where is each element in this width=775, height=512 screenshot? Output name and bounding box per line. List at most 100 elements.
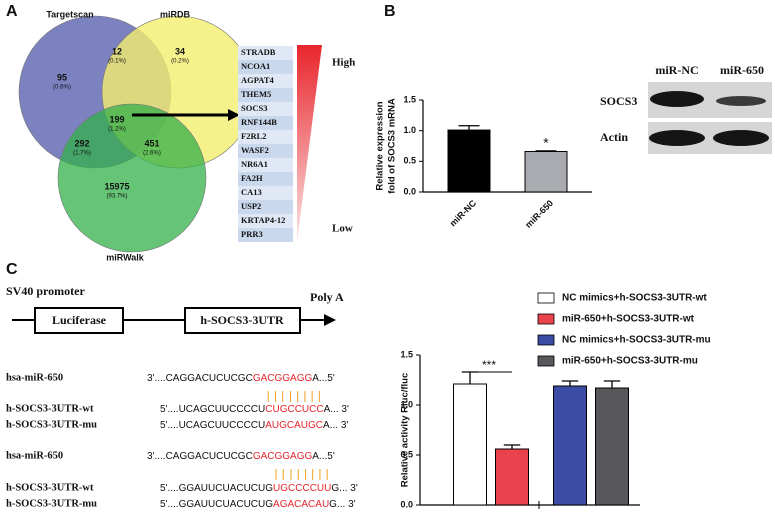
blot-band — [713, 130, 769, 146]
legend-swatch — [537, 313, 555, 325]
sequence-part: 5'....UCAGCUUCCCCU — [160, 420, 265, 431]
sequence-match: UGCCCCUU — [273, 483, 331, 494]
sequence-part: G... 3' — [331, 483, 357, 494]
tail-label: Poly A — [310, 290, 344, 304]
sequence-part: 3'....CAGGACUCUCGC — [147, 373, 253, 384]
gene-row — [238, 74, 293, 88]
gene-name: F2RL2 — [241, 131, 267, 141]
gene-row — [238, 158, 293, 172]
y-tick-label: 0.0 — [400, 499, 413, 509]
y-tick-label: 1.0 — [403, 125, 416, 135]
y-tick-label: 1.5 — [400, 349, 413, 359]
region-count: 15975 — [104, 181, 129, 191]
gene-row — [238, 200, 293, 214]
sequence-part: A...5' — [312, 451, 335, 462]
gene-box — [34, 307, 124, 334]
lane-label: miR-650 — [720, 63, 764, 77]
gene-name: AGPAT4 — [241, 75, 274, 85]
gene-name: FA2H — [241, 173, 263, 183]
sequence-name: hsa-miR-650 — [6, 372, 63, 383]
region-count: 292 — [74, 138, 89, 148]
sequence-name: h-SOCS3-3UTR-mu — [6, 419, 97, 430]
region-count: 12 — [112, 46, 122, 56]
sequence-part: 5'....GGAUUCUACUCUG — [160, 499, 273, 510]
region-count: 199 — [109, 114, 124, 124]
low-label: Low — [332, 223, 353, 235]
sequence: 5'....GGAUUCUACUCUGAGACACAUG... 3' — [160, 499, 356, 510]
significance: *** — [482, 358, 496, 372]
gene-name: USP2 — [241, 201, 261, 211]
gradient-triangle — [297, 45, 322, 242]
gene-name: NCOA1 — [241, 61, 270, 71]
bar — [595, 387, 629, 506]
set-label: Targetscan — [46, 9, 93, 19]
gene-box — [184, 307, 301, 334]
sequence-match: GACGGAGG — [253, 373, 313, 384]
blot-band — [649, 130, 705, 146]
region-percent: (93.7%) — [106, 194, 127, 200]
y-axis-label: Relative expression — [375, 101, 386, 190]
gene-row — [238, 172, 293, 186]
protein-label: SOCS3 — [600, 94, 637, 108]
sequence-part: G... 3' — [329, 499, 355, 510]
bar — [553, 385, 587, 506]
sequence: 5'....GGAUUCUACUCUGUGCCCCUUG... 3' — [160, 483, 358, 494]
bar — [447, 129, 491, 193]
y-axis-label: Relative activity Rluc/fluc — [400, 373, 411, 488]
x-tick-label: miR-NC — [448, 198, 479, 229]
region-percent: (1.2%) — [108, 127, 126, 133]
legend-label: NC mimics+h-SOCS3-3UTR-wt — [562, 293, 707, 304]
gene-name: THEM5 — [241, 89, 271, 99]
y-axis-label: fold of SOCS3 mRNA — [387, 98, 398, 194]
gene-row — [238, 60, 293, 74]
legend-label: NC mimics+h-SOCS3-3UTR-mu — [562, 335, 711, 346]
legend-swatch — [537, 292, 555, 304]
y-tick-label: 0.0 — [403, 186, 416, 196]
blot-band — [716, 96, 766, 106]
gene-row — [238, 214, 293, 228]
gene-name: PRR3 — [241, 229, 263, 239]
gene-name: SOCS3 — [241, 103, 267, 113]
gene-name: RNF144B — [241, 117, 277, 127]
y-tick-label: 0.5 — [403, 156, 416, 166]
sequence-part: 5'....GGAUUCUACUCUG — [160, 483, 273, 494]
promoter-label: SV40 promoter — [6, 284, 85, 298]
sequence-part: A...5' — [312, 373, 335, 384]
sequence: 3'....CAGGACUCUCGCGACGGAGGA...5' — [147, 451, 335, 462]
gene-row — [238, 144, 293, 158]
gene-label: h-SOCS3-3UTR — [200, 313, 284, 327]
sequence: 3'....CAGGACUCUCGCGACGGAGGA...5' — [147, 373, 335, 384]
sequence-part: A... 3' — [323, 420, 348, 431]
sequence-name: h-SOCS3-3UTR-wt — [6, 403, 94, 414]
blot-band — [650, 91, 704, 107]
region-percent: (0.1%) — [108, 59, 126, 65]
y-tick-label: 1.0 — [400, 399, 413, 409]
gene-name: STRADB — [241, 47, 276, 57]
gene-row — [238, 186, 293, 200]
sequence-part: 3'....CAGGACUCUCGC — [147, 451, 253, 462]
annotation: * — [543, 135, 549, 151]
gene-name: CA13 — [241, 187, 262, 197]
region-count: 95 — [57, 72, 67, 82]
gene-row — [238, 116, 293, 130]
gene-name: NR6A1 — [241, 159, 268, 169]
panel-label: C — [6, 261, 18, 278]
region-percent: (0.6%) — [53, 85, 71, 91]
x-tick-label: miR-650 — [523, 198, 555, 230]
region-percent: (2.6%) — [143, 151, 161, 157]
sequence-name: h-SOCS3-3UTR-mu — [6, 498, 97, 509]
legend-label: miR-650+h-SOCS3-3UTR-wt — [562, 314, 695, 325]
high-label: High — [332, 57, 355, 69]
sequence-part: 5'....UCAGCUUCCCCU — [160, 404, 265, 415]
region-count: 451 — [144, 138, 159, 148]
lane-label: miR-NC — [655, 63, 698, 77]
set-label: miRDB — [160, 9, 191, 19]
bar — [495, 448, 529, 506]
sequence-match: AUGCAUGC — [265, 420, 323, 431]
sequence-match: AGACACAU — [273, 499, 329, 510]
y-tick-label: 0.5 — [400, 449, 413, 459]
gene-row — [238, 130, 293, 144]
venn-circle — [57, 103, 207, 253]
sequence-name: h-SOCS3-3UTR-wt — [6, 482, 94, 493]
